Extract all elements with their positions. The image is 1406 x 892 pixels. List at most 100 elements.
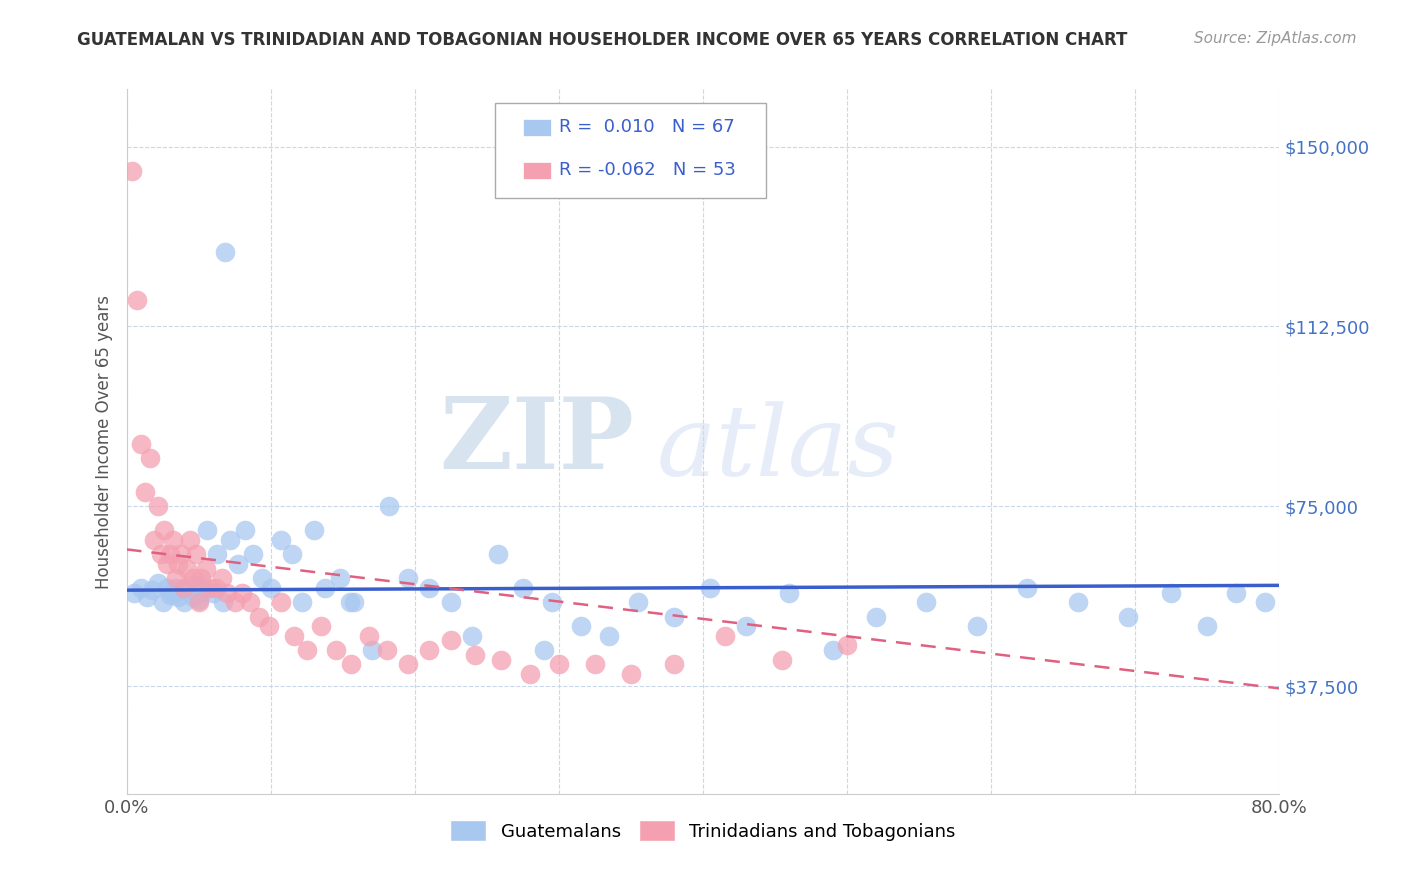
Point: [1067, 595, 1090, 609]
Point: [309, 619, 332, 633]
Point: [377, 643, 399, 657]
Point: [418, 581, 440, 595]
Point: [129, 581, 152, 595]
Point: [181, 571, 204, 585]
Point: [214, 245, 236, 260]
Point: [141, 583, 163, 598]
Point: [205, 581, 228, 595]
Point: [217, 585, 239, 599]
Text: Source: ZipAtlas.com: Source: ZipAtlas.com: [1194, 31, 1357, 46]
Point: [325, 643, 347, 657]
Text: atlas: atlas: [657, 401, 900, 496]
Point: [440, 595, 463, 609]
Point: [598, 629, 620, 643]
Point: [966, 619, 988, 633]
Point: [184, 547, 207, 561]
Point: [150, 547, 173, 561]
Point: [212, 595, 235, 609]
Point: [461, 629, 484, 643]
Point: [339, 595, 361, 609]
Point: [664, 657, 686, 672]
Point: [148, 500, 170, 514]
Point: [620, 667, 643, 681]
Point: [1197, 619, 1219, 633]
Text: GUATEMALAN VS TRINIDADIAN AND TOBAGONIAN HOUSEHOLDER INCOME OVER 65 YEARS CORREL: GUATEMALAN VS TRINIDADIAN AND TOBAGONIAN…: [77, 31, 1128, 49]
Point: [329, 571, 352, 585]
Point: [156, 557, 179, 571]
Text: R =  0.010   N = 67: R = 0.010 N = 67: [560, 118, 734, 136]
Point: [138, 451, 160, 466]
Point: [664, 609, 686, 624]
Point: [627, 595, 650, 609]
Point: [340, 657, 363, 672]
Point: [396, 571, 419, 585]
Point: [184, 578, 207, 592]
Point: [173, 595, 195, 609]
Text: R = -0.062   N = 53: R = -0.062 N = 53: [560, 161, 735, 179]
Point: [1225, 585, 1247, 599]
Point: [548, 657, 571, 672]
Point: [239, 595, 262, 609]
Point: [360, 643, 382, 657]
Point: [176, 581, 198, 595]
Point: [187, 592, 209, 607]
Point: [156, 581, 179, 595]
Point: [190, 571, 212, 585]
Point: [343, 595, 366, 609]
Point: [835, 638, 858, 652]
Point: [464, 648, 486, 662]
Point: [314, 581, 336, 595]
Point: [247, 609, 270, 624]
Point: [167, 591, 190, 605]
Point: [779, 585, 801, 599]
Point: [533, 643, 555, 657]
Point: [165, 581, 187, 595]
Point: [519, 667, 541, 681]
Point: [159, 547, 181, 561]
FancyBboxPatch shape: [523, 162, 551, 179]
Point: [583, 657, 606, 672]
Point: [170, 547, 193, 561]
Point: [153, 523, 176, 537]
Point: [125, 293, 148, 307]
Point: [699, 581, 721, 595]
Point: [291, 595, 314, 609]
Point: [486, 547, 509, 561]
Point: [1017, 581, 1039, 595]
Point: [219, 533, 242, 547]
Point: [176, 561, 198, 575]
Point: [713, 629, 735, 643]
Point: [231, 585, 253, 599]
Point: [540, 595, 562, 609]
Point: [1160, 585, 1182, 599]
Legend: Guatemalans, Trinidadians and Tobagonians: Guatemalans, Trinidadians and Tobagonian…: [443, 813, 963, 848]
Point: [159, 588, 181, 602]
Point: [270, 595, 292, 609]
Y-axis label: Householder Income Over 65 years: Householder Income Over 65 years: [94, 294, 112, 589]
Point: [162, 585, 184, 599]
Point: [569, 619, 592, 633]
Point: [195, 523, 218, 537]
Point: [250, 571, 273, 585]
Point: [770, 653, 793, 667]
Point: [148, 576, 170, 591]
Point: [378, 500, 401, 514]
Point: [122, 585, 145, 599]
Point: [207, 547, 229, 561]
Point: [295, 643, 318, 657]
Point: [211, 571, 233, 585]
Point: [233, 523, 256, 537]
Point: [821, 643, 844, 657]
Point: [129, 437, 152, 451]
Point: [181, 591, 204, 605]
Point: [302, 523, 325, 537]
Point: [1116, 609, 1139, 624]
Point: [193, 581, 215, 595]
Point: [190, 585, 212, 599]
Point: [491, 653, 513, 667]
Point: [257, 619, 280, 633]
Point: [179, 533, 201, 547]
Point: [187, 595, 209, 609]
Point: [865, 609, 887, 624]
Point: [440, 633, 463, 648]
